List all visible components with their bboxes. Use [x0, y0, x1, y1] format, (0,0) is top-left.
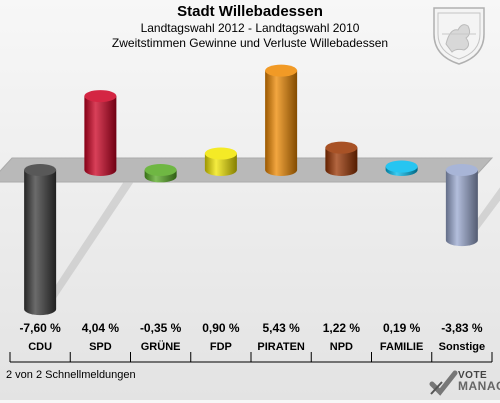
- value-label: -3,83 %: [441, 321, 483, 335]
- bar-top-npd: [325, 141, 358, 154]
- checkmark-logo-icon: [429, 370, 458, 396]
- category-label: CDU: [28, 341, 52, 353]
- votemanager-logo: VOTE MANAGER: [428, 368, 500, 398]
- bar-sonstige: [445, 170, 478, 247]
- bar-top-cdu: [24, 164, 57, 176]
- bar-shadow: [40, 182, 134, 310]
- bar-top-grüne: [144, 164, 177, 176]
- chart-titles: Stadt Willebadessen Landtagswahl 2012 - …: [0, 3, 500, 51]
- value-label: 1,22 %: [323, 321, 361, 335]
- category-label: FDP: [210, 341, 232, 353]
- category-label: NPD: [330, 341, 353, 353]
- coat-of-arms-icon: [433, 7, 485, 65]
- value-label: 0,19 %: [383, 321, 421, 335]
- value-label: -0,35 %: [140, 321, 182, 335]
- bar-fdp: [204, 153, 237, 176]
- bar-npd: [325, 147, 358, 176]
- brand-text: VOTE MANAGER: [458, 370, 500, 392]
- value-label: 4,04 %: [82, 321, 120, 335]
- category-label: GRÜNE: [141, 340, 181, 353]
- chart-title: Stadt Willebadessen: [177, 3, 323, 20]
- chart-subtitle-1: Landtagswahl 2012 - Landtagswahl 2010: [140, 21, 360, 35]
- value-label: 0,90 %: [202, 321, 240, 335]
- category-label: FAMILIE: [380, 341, 423, 353]
- bar-top-sonstige: [445, 164, 478, 176]
- bar-top-fdp: [204, 147, 237, 160]
- bar-piraten: [265, 70, 298, 176]
- value-label: 5,43 %: [262, 321, 300, 335]
- category-label: PIRATEN: [257, 341, 305, 353]
- bar-shadow: [461, 187, 500, 241]
- brand-word-vote: VOTE: [458, 370, 488, 381]
- bar-top-piraten: [265, 64, 298, 77]
- bar-spd: [84, 96, 117, 176]
- bar-top-familie: [385, 160, 418, 173]
- report-status-note: 2 von 2 Schnellmeldungen: [6, 369, 136, 381]
- value-label: -7,60 %: [19, 321, 61, 335]
- category-label: SPD: [89, 341, 112, 353]
- bar-cdu: [24, 170, 57, 316]
- bar-top-spd: [84, 90, 117, 103]
- chart-subtitle-2: Zweitstimmen Gewinne und Verluste Willeb…: [111, 36, 389, 50]
- category-label: Sonstige: [439, 341, 485, 353]
- zero-plane: [0, 157, 494, 183]
- brand-word-manager: MANAGER: [458, 379, 500, 393]
